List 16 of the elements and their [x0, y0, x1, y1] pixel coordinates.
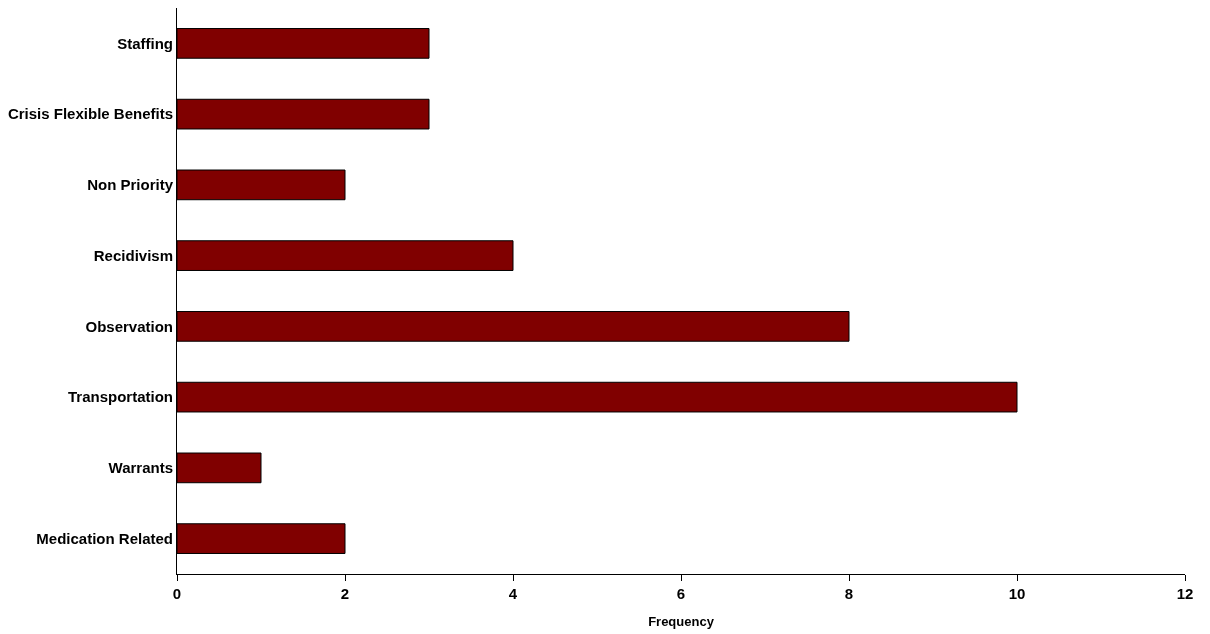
x-tick-label: 4: [508, 585, 518, 602]
y-tick-label: Medication Related: [36, 529, 173, 547]
y-tick-label: Transportation: [67, 388, 173, 406]
y-tick-label: Observation: [85, 317, 173, 335]
x-tick-label: 12: [1176, 585, 1194, 602]
y-tick-label: Crisis Flexible Benefits: [7, 105, 173, 123]
y-tick-label: Staffing: [117, 34, 173, 52]
x-tick-label: 0: [172, 585, 182, 602]
x-tick-label: 6: [676, 585, 686, 602]
x-axis-title: Frequency: [648, 613, 715, 629]
x-tick-label: 10: [1008, 585, 1026, 602]
y-tick-label: Recidivism: [93, 246, 173, 264]
y-tick-label: Warrants: [108, 459, 173, 477]
x-tick-label: 2: [340, 585, 350, 602]
x-tick-label: 8: [844, 585, 854, 602]
y-tick-label: Non Priority: [87, 176, 174, 194]
